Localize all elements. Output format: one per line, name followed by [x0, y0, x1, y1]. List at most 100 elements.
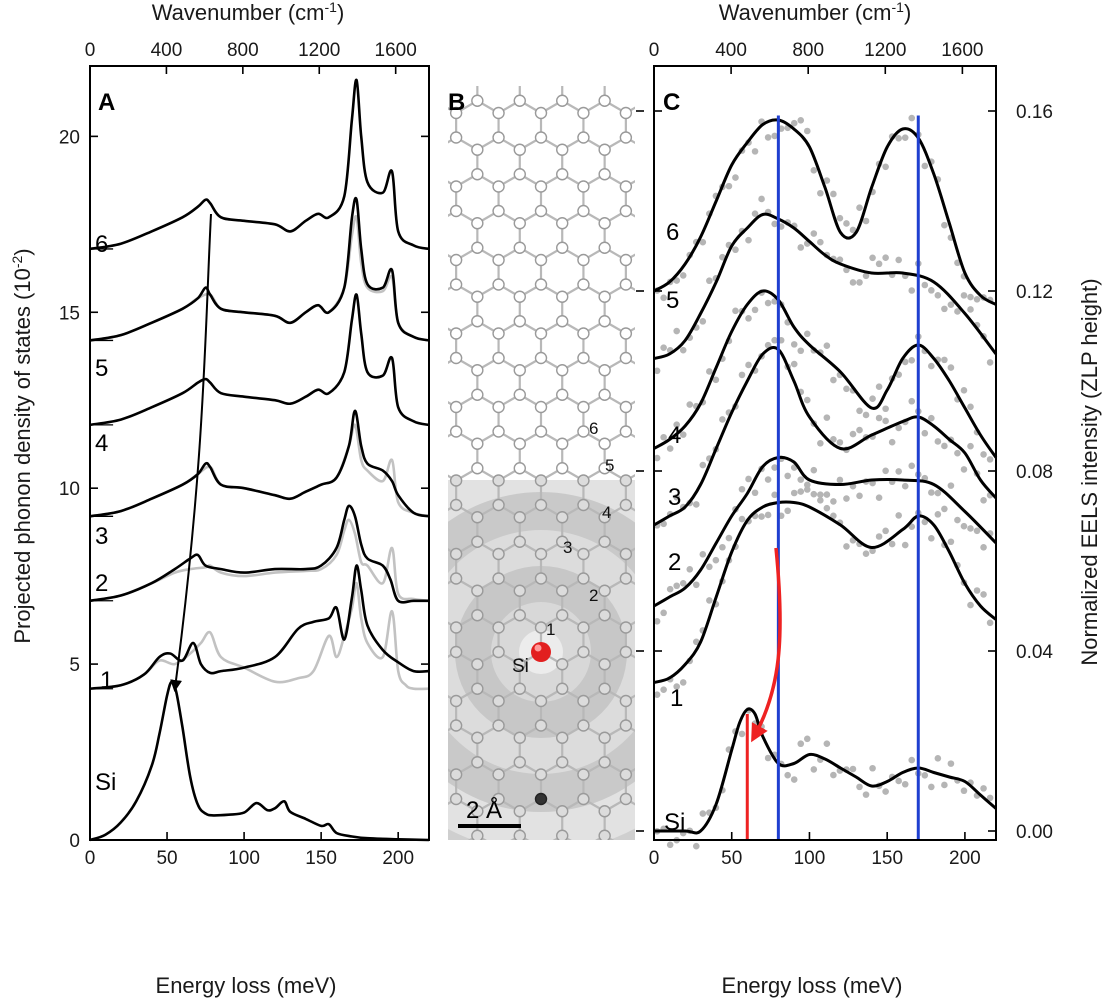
eels-data-point — [692, 842, 700, 850]
y-tick-label: 0.12 — [1016, 282, 1053, 303]
eels-data-point — [830, 498, 837, 505]
eels-data-point — [660, 686, 667, 693]
carbon-atom — [556, 217, 569, 230]
carbon-atom — [619, 694, 633, 708]
carbon-atom — [471, 805, 484, 818]
eels-data-point — [947, 364, 955, 371]
carbon-atom — [642, 463, 653, 474]
eels-data-point — [699, 551, 707, 558]
panel-c-x-axis-title: Energy loss (meV) — [722, 973, 903, 998]
carbon-atom — [642, 585, 653, 596]
eels-data-point — [673, 683, 680, 690]
carbon-atom — [577, 792, 590, 806]
eels-data-point — [967, 403, 974, 411]
carbon-atom — [471, 658, 484, 671]
eels-data-point — [849, 430, 857, 438]
eels-data-point — [771, 491, 778, 499]
eels-data-point — [823, 504, 831, 512]
eels-data-point — [921, 771, 929, 779]
carbon-atom — [619, 547, 633, 561]
eels-data-point — [797, 476, 805, 483]
carbon-atom — [619, 278, 633, 291]
carbon-atom — [534, 768, 548, 781]
lattice-bond — [414, 762, 435, 774]
eels-data-point — [973, 587, 981, 594]
eels-data-point — [960, 787, 968, 795]
carbon-atom — [577, 351, 590, 365]
carbon-atom — [429, 438, 440, 449]
eels-data-point — [941, 442, 948, 450]
carbon-atom — [449, 351, 463, 365]
carbon-atom — [513, 609, 526, 622]
lattice-bond — [414, 542, 435, 554]
carbon-atom — [449, 180, 463, 193]
carbon-atom — [429, 610, 440, 621]
carbon-atom — [492, 792, 505, 806]
eels-data-point — [817, 491, 824, 498]
eels-data-point — [947, 538, 955, 546]
carbon-atom — [556, 388, 569, 401]
curve-label-4: 4 — [668, 422, 681, 449]
y-tick-label: 0.04 — [1016, 642, 1053, 663]
eels-data-point — [745, 236, 752, 244]
panel-c-curve-labels: Si 1 2 3 4 5 6 — [664, 219, 685, 836]
carbon-atom — [556, 462, 569, 475]
carbon-atom — [513, 143, 526, 156]
eels-data-point — [706, 597, 713, 604]
eels-data-point — [875, 414, 883, 422]
carbon-atom — [577, 204, 590, 218]
eels-data-point — [843, 495, 850, 502]
carbon-atom — [577, 327, 590, 340]
carbon-atom — [471, 462, 484, 475]
carbon-atom-dark — [534, 792, 548, 806]
eels-data-point — [921, 281, 929, 289]
y-tick-label: 10 — [59, 479, 80, 500]
curve-label-1: 1 — [100, 667, 113, 694]
eels-data-point — [810, 466, 818, 474]
lattice-bond — [414, 101, 435, 113]
eels-data-point — [941, 356, 948, 364]
panel-a-x-axis-title: Energy loss (meV) — [156, 973, 337, 998]
carbon-atom — [598, 731, 611, 744]
eels-data-point — [817, 440, 824, 447]
carbon-atom — [577, 719, 590, 732]
eels-data-point — [895, 777, 902, 785]
carbon-atom — [534, 621, 548, 634]
carbon-atom — [556, 94, 569, 107]
eels-data-point — [843, 543, 850, 550]
eels-data-point — [862, 791, 870, 798]
carbon-atom — [429, 732, 440, 743]
carbon-atom — [619, 792, 633, 806]
eels-data-point — [830, 512, 837, 520]
carbon-atom — [492, 425, 505, 438]
eels-data-point — [810, 766, 818, 773]
carbon-atom — [598, 805, 611, 818]
eels-data-point — [882, 527, 889, 535]
eels-data-point — [784, 507, 791, 515]
carbon-atom — [619, 131, 633, 144]
eels-data-point — [973, 527, 981, 535]
eels-data-point — [941, 221, 948, 229]
eels-data-point — [745, 475, 752, 483]
eels-data-point — [980, 451, 987, 458]
carbon-atom — [556, 829, 569, 840]
eels-data-point — [719, 416, 726, 423]
eels-data-point — [751, 210, 759, 218]
eels-data-point — [934, 489, 942, 497]
panel-c-top-axis-title: Wavenumber (cm-1) — [719, 0, 912, 25]
curve-label-2: 2 — [95, 570, 108, 597]
eels-data-point — [901, 482, 909, 490]
eels-data-point — [790, 119, 798, 127]
eels-data-point — [980, 544, 987, 551]
eels-data-point — [895, 512, 902, 519]
atom-label-6: 6 — [589, 419, 598, 438]
eels-data-point — [771, 220, 778, 228]
eels-data-point — [738, 371, 746, 379]
carbon-atom — [642, 95, 653, 106]
carbon-atom — [471, 535, 484, 548]
carbon-atom — [429, 144, 440, 155]
carbon-atom — [598, 241, 611, 254]
eels-data-point — [908, 397, 916, 405]
eels-data-point — [862, 217, 870, 225]
